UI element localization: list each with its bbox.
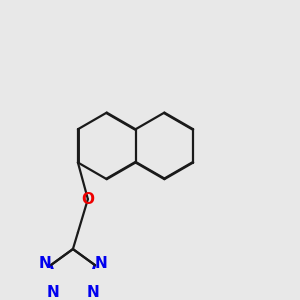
Text: O: O [81,192,94,207]
Text: N: N [47,285,60,300]
Text: N: N [95,256,107,271]
Text: N: N [38,256,51,271]
Text: N: N [86,285,99,300]
